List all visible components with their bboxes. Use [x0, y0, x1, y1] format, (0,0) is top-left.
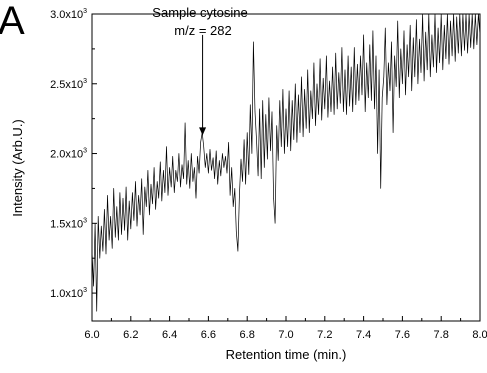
x-tick-label: 6.4: [162, 329, 177, 341]
y-tick-label: 3.0x103: [50, 8, 87, 21]
x-axis-title: Retention time (min.): [226, 347, 347, 362]
y-axis-ticks: 1.0x103 1.5x103 2.0x103 2.5x103 3.0x103: [50, 8, 97, 300]
x-tick-label: 7.8: [434, 329, 449, 341]
x-tick-label: 6.8: [240, 329, 255, 341]
annotation: Sample cytosine m/z = 282: [152, 5, 248, 136]
x-tick-label: 7.4: [356, 329, 371, 341]
annotation-arrow-head: [199, 127, 207, 136]
panel-label: A: [0, 0, 25, 43]
y-tick-label: 1.0x103: [50, 287, 87, 300]
x-tick-label: 7.2: [317, 329, 332, 341]
plot-area: [91, 13, 481, 312]
y-axis-title: Intensity (Arb.U.): [10, 119, 25, 217]
x-axis-ticks: 6.0 6.2 6.4 6.6 6.8 7.0 7.2 7.4 7.6 7.8 8.0: [84, 316, 487, 341]
series-line-intensity: [91, 13, 481, 312]
annotation-line-2: m/z = 282: [174, 23, 231, 38]
plot-frame: [91, 13, 481, 322]
x-tick-label: 8.0: [472, 329, 487, 341]
x-tick-label: 6.2: [123, 329, 138, 341]
y-tick-label: 2.5x103: [50, 78, 87, 91]
y-tick-label: 1.5x103: [50, 217, 87, 230]
x-tick-label: 7.6: [395, 329, 410, 341]
x-tick-label: 7.0: [278, 329, 293, 341]
x-tick-label: 6.0: [84, 329, 99, 341]
x-tick-label: 6.6: [201, 329, 216, 341]
y-tick-label: 2.0x103: [50, 148, 87, 161]
annotation-line-1: Sample cytosine: [152, 5, 247, 20]
